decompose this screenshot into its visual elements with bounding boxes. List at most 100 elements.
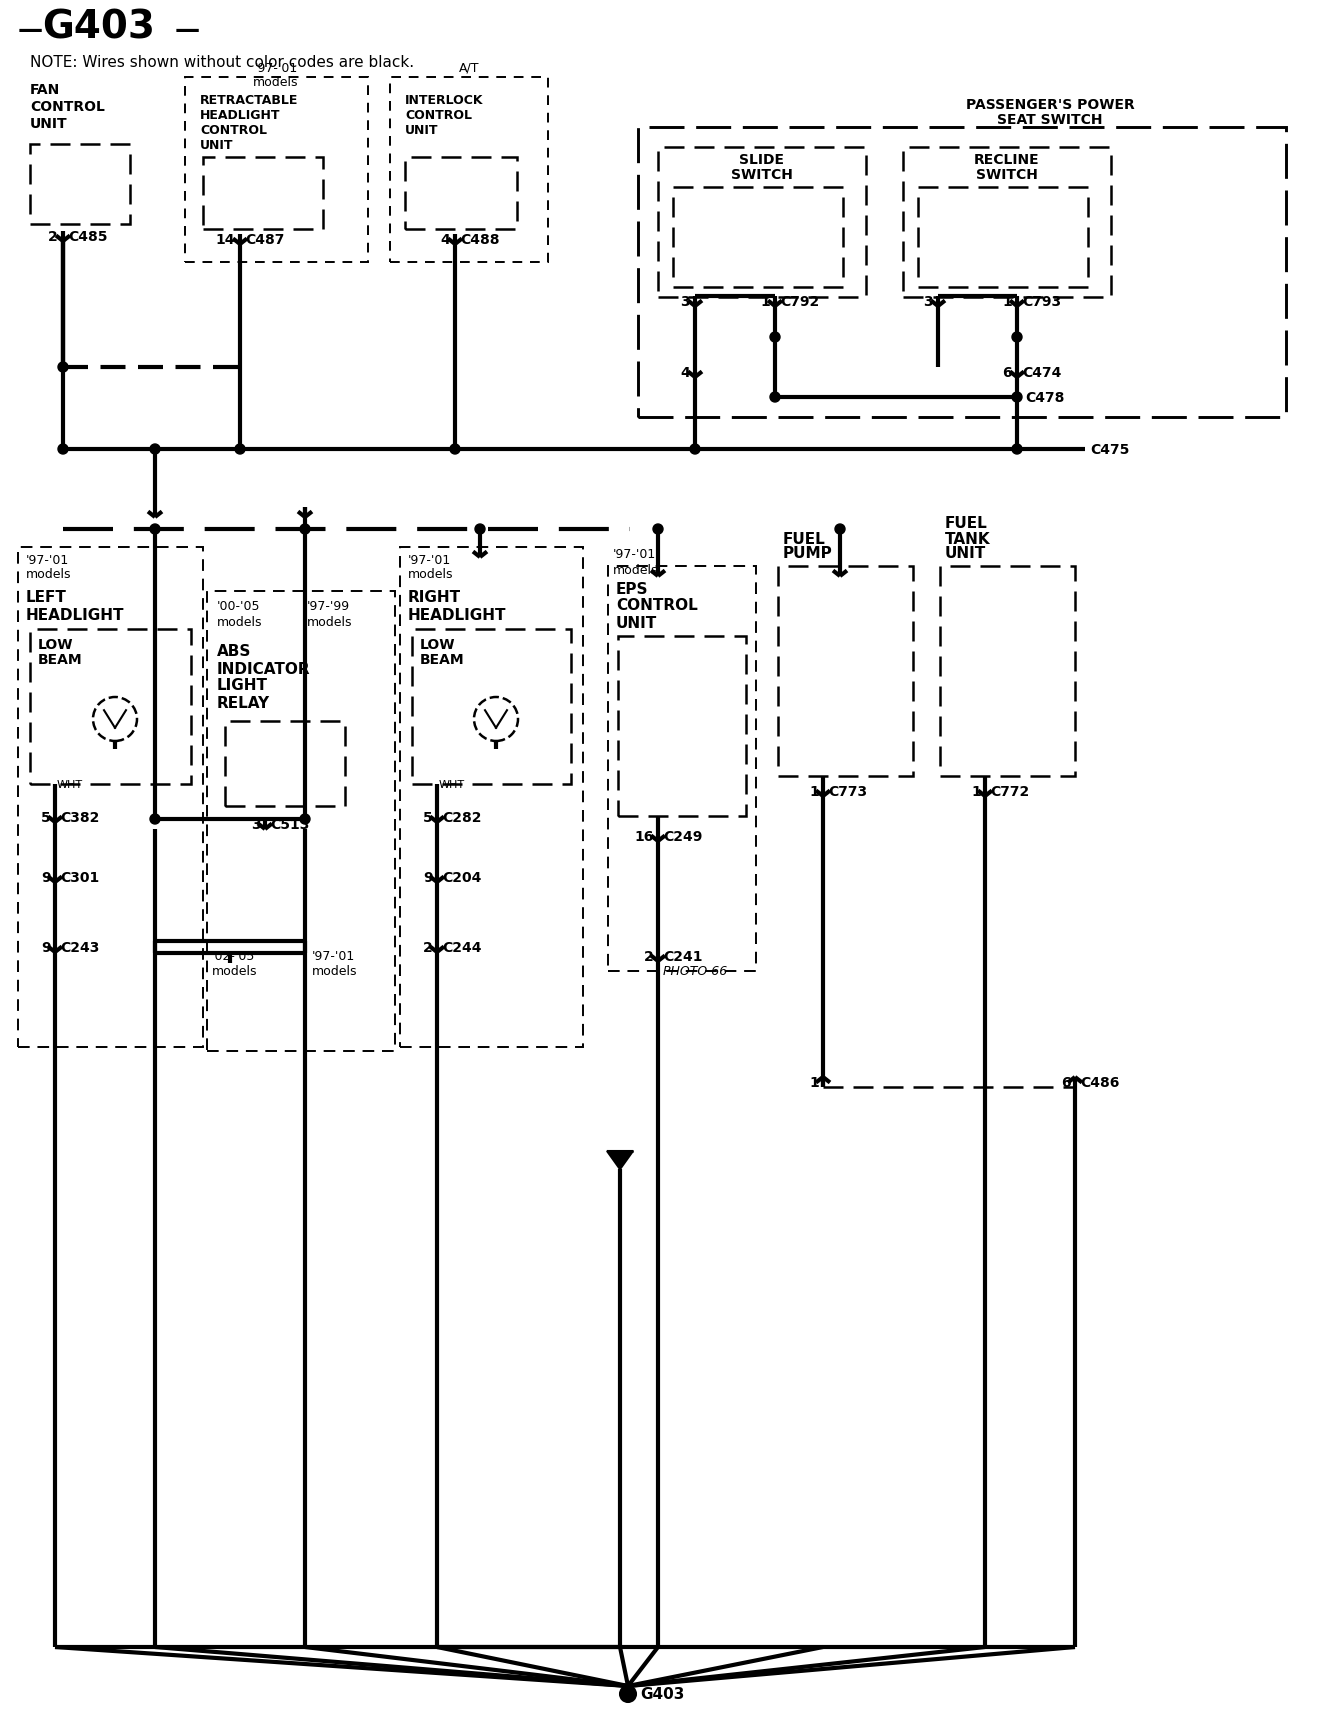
Text: 3: 3 [923, 295, 934, 308]
Text: RECLINE: RECLINE [975, 153, 1040, 167]
Text: C301: C301 [60, 870, 99, 884]
Circle shape [770, 393, 780, 403]
Text: C478: C478 [1025, 391, 1065, 405]
Text: models: models [253, 76, 298, 88]
Text: —: — [19, 17, 44, 41]
Text: 1: 1 [971, 784, 981, 798]
Polygon shape [607, 1151, 633, 1170]
Text: SWITCH: SWITCH [731, 167, 793, 183]
Text: 1: 1 [760, 295, 770, 308]
Text: RELAY: RELAY [217, 694, 271, 710]
Text: PASSENGER'S POWER: PASSENGER'S POWER [965, 98, 1134, 112]
Text: 1: 1 [1002, 295, 1012, 308]
Circle shape [450, 445, 460, 455]
Text: 2: 2 [48, 229, 58, 245]
Text: 5: 5 [41, 810, 50, 825]
Text: A/T: A/T [459, 62, 479, 74]
Text: models: models [312, 965, 358, 979]
Text: WHT: WHT [57, 779, 84, 789]
Text: C475: C475 [1090, 443, 1130, 457]
Circle shape [58, 445, 68, 455]
Circle shape [770, 333, 780, 343]
Text: models: models [408, 569, 453, 581]
Text: C249: C249 [663, 829, 703, 844]
Text: '97-'01: '97-'01 [312, 949, 355, 963]
Text: RIGHT: RIGHT [408, 591, 461, 605]
Text: UNIT: UNIT [617, 615, 658, 631]
Text: '02-'05: '02-'05 [212, 949, 256, 963]
Text: '00-'05: '00-'05 [217, 600, 260, 613]
Text: models: models [212, 965, 257, 979]
Text: FUEL: FUEL [945, 517, 988, 531]
Text: C282: C282 [442, 810, 481, 825]
Text: WHT: WHT [439, 779, 465, 789]
Text: UNIT: UNIT [30, 117, 68, 131]
Text: UNIT: UNIT [404, 124, 439, 136]
Text: SLIDE: SLIDE [740, 153, 785, 167]
Text: —: — [175, 17, 200, 41]
Text: C487: C487 [245, 233, 284, 246]
Text: HEADLIGHT: HEADLIGHT [27, 606, 125, 622]
Circle shape [690, 445, 700, 455]
Text: 6: 6 [1061, 1075, 1071, 1089]
Text: 3: 3 [680, 295, 690, 308]
Text: C488: C488 [460, 233, 500, 246]
Text: 9: 9 [41, 941, 50, 955]
Text: G403: G403 [42, 9, 155, 47]
Text: 5: 5 [423, 810, 434, 825]
Text: 9: 9 [423, 870, 434, 884]
Circle shape [58, 364, 68, 372]
Text: SEAT SWITCH: SEAT SWITCH [997, 114, 1103, 128]
Text: C382: C382 [60, 810, 99, 825]
Text: BEAM: BEAM [420, 653, 464, 667]
Text: 2: 2 [644, 949, 654, 963]
Text: C243: C243 [60, 941, 99, 955]
Text: UNIT: UNIT [945, 546, 987, 562]
Text: BEAM: BEAM [38, 653, 82, 667]
Text: '97-'99: '97-'99 [308, 600, 350, 613]
Text: HEADLIGHT: HEADLIGHT [200, 109, 281, 121]
Text: models: models [27, 569, 72, 581]
Circle shape [1012, 333, 1022, 343]
Text: LEFT: LEFT [27, 591, 66, 605]
Text: ABS: ABS [217, 644, 252, 660]
Text: LOW: LOW [420, 638, 456, 651]
Text: C772: C772 [991, 784, 1029, 798]
Text: LOW: LOW [38, 638, 73, 651]
Text: EPS: EPS [617, 581, 648, 596]
Circle shape [1012, 393, 1022, 403]
Text: 6: 6 [1002, 365, 1012, 379]
Text: RETRACTABLE: RETRACTABLE [200, 93, 298, 107]
Text: 16: 16 [635, 829, 654, 844]
Text: CONTROL: CONTROL [404, 109, 472, 121]
Text: 14: 14 [216, 233, 235, 246]
Text: models: models [613, 563, 659, 575]
Text: C486: C486 [1079, 1075, 1119, 1089]
Circle shape [150, 445, 160, 455]
Text: 3: 3 [252, 817, 261, 832]
Text: SWITCH: SWITCH [976, 167, 1038, 183]
Text: C485: C485 [68, 229, 107, 245]
Text: '97-'01: '97-'01 [408, 553, 451, 567]
Text: 1: 1 [809, 1075, 819, 1089]
Text: '97-'01: '97-'01 [27, 553, 69, 567]
Text: '97-'01: '97-'01 [613, 548, 656, 562]
Circle shape [150, 815, 160, 825]
Text: PUMP: PUMP [782, 546, 833, 562]
Circle shape [300, 526, 310, 534]
Text: LIGHT: LIGHT [217, 679, 268, 693]
Text: G403: G403 [640, 1687, 684, 1702]
Text: C793: C793 [1022, 295, 1061, 308]
Text: C241: C241 [663, 949, 703, 963]
Text: '97-'01: '97-'01 [255, 62, 297, 74]
Text: UNIT: UNIT [200, 138, 233, 152]
Text: models: models [308, 615, 353, 629]
Circle shape [300, 815, 310, 825]
Text: 1: 1 [809, 784, 819, 798]
Text: INTERLOCK: INTERLOCK [404, 93, 484, 107]
Text: CONTROL: CONTROL [30, 100, 105, 114]
Text: C773: C773 [827, 784, 867, 798]
Circle shape [235, 445, 245, 455]
Text: 2: 2 [423, 941, 434, 955]
Text: PHOTO 66: PHOTO 66 [663, 965, 727, 979]
